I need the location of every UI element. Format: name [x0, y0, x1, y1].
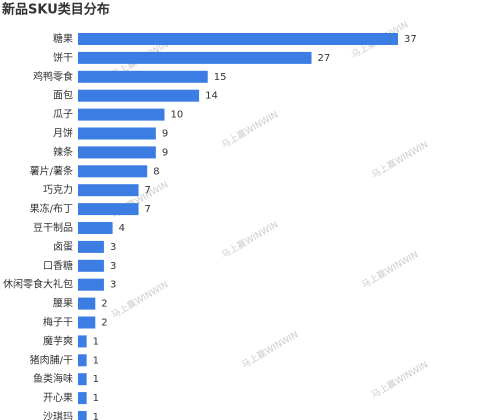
bar — [78, 411, 87, 420]
bar — [78, 240, 104, 253]
y-tick-label: 猪肉脯/干 — [30, 353, 73, 366]
value-label: 9 — [162, 129, 168, 140]
value-label: 3 — [110, 261, 116, 272]
bar — [78, 335, 87, 348]
y-tick-label: 面包 — [53, 89, 73, 102]
bar — [78, 33, 398, 45]
y-tick-label: 梅子干 — [43, 316, 73, 329]
bar — [78, 373, 87, 386]
y-tick-label: 魔芋爽 — [43, 334, 73, 347]
y-tick-label: 鱼类海味 — [33, 372, 73, 385]
watermark: 马上赢WINWIN — [369, 358, 430, 400]
bar — [78, 89, 200, 102]
y-tick-label: 巧克力 — [43, 183, 73, 196]
value-label: 1 — [93, 393, 99, 404]
value-label: 14 — [205, 91, 218, 102]
bar — [78, 51, 312, 64]
y-tick-label: 辣条 — [53, 145, 73, 158]
y-tick-label: 瓜子 — [53, 109, 73, 121]
bar — [78, 297, 96, 310]
y-tick-label: 鸡鸭零食 — [33, 70, 73, 83]
value-label: 27 — [318, 53, 331, 64]
y-tick-label: 腰果 — [53, 298, 73, 310]
bar — [78, 127, 156, 140]
watermark: 马上赢WINWIN — [219, 218, 280, 260]
y-tick-label: 豆干制品 — [33, 221, 73, 234]
watermark: 马上赢WINWIN — [219, 108, 280, 150]
watermark: 马上赢WINWIN — [239, 328, 300, 370]
value-label: 1 — [93, 336, 99, 347]
chart-title: 新品SKU类目分布 — [2, 2, 110, 18]
y-tick-label: 月饼 — [53, 127, 73, 140]
value-label: 3 — [110, 280, 116, 291]
value-label: 2 — [101, 318, 107, 329]
bar — [78, 316, 96, 329]
value-label: 8 — [153, 166, 159, 177]
bar — [78, 203, 139, 216]
value-label: 15 — [214, 72, 227, 83]
watermark: 马上赢WINWIN — [369, 138, 430, 180]
value-label: 7 — [145, 204, 151, 215]
value-label: 3 — [110, 242, 116, 253]
bar — [78, 108, 165, 121]
value-label: 37 — [404, 34, 417, 45]
watermark: 马上赢WINWIN — [109, 278, 170, 320]
y-tick-label: 休闲零食大礼包 — [3, 278, 73, 291]
y-tick-label: 饼干 — [53, 51, 73, 64]
value-label: 1 — [93, 355, 99, 366]
value-label: 1 — [93, 412, 99, 420]
bar — [78, 184, 139, 197]
y-tick-label: 开心果 — [43, 392, 73, 404]
y-tick-label: 卤蛋 — [53, 240, 73, 253]
y-tick-label: 糖果 — [53, 32, 73, 45]
watermark: 马上赢WINWIN — [359, 248, 420, 290]
value-label: 2 — [101, 299, 107, 310]
y-tick-label: 薯片/薯条 — [30, 164, 73, 177]
bar — [78, 165, 148, 178]
y-tick-label: 口香糖 — [43, 259, 73, 272]
value-label: 7 — [145, 185, 151, 196]
value-label: 9 — [162, 147, 168, 158]
y-tick-label: 沙琪玛 — [43, 410, 73, 420]
bar — [78, 392, 87, 405]
y-tick-label: 果冻/布丁 — [30, 202, 73, 215]
value-label: 1 — [93, 374, 99, 385]
value-label: 10 — [170, 110, 183, 121]
bar — [78, 278, 104, 291]
bar — [78, 70, 208, 83]
bar — [78, 146, 156, 159]
bar — [78, 354, 87, 367]
value-label: 4 — [119, 223, 125, 234]
bar — [78, 222, 113, 234]
bar — [78, 259, 104, 272]
